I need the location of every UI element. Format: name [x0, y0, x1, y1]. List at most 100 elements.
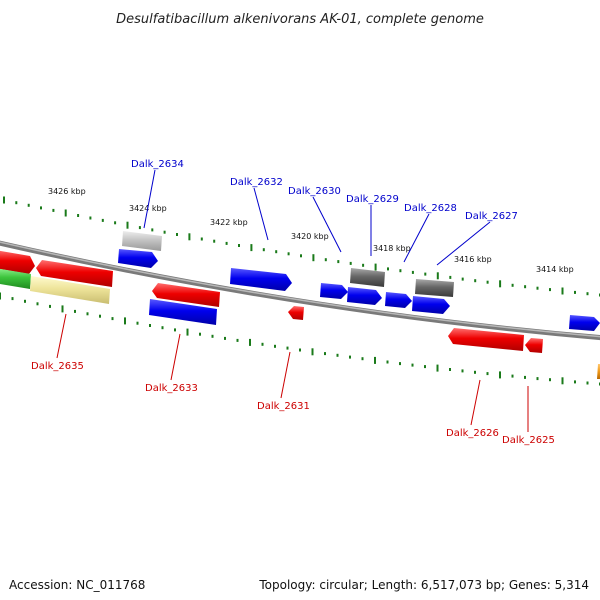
label-dalk-2626[interactable]: Dalk_2626 — [446, 428, 499, 439]
label-dalk-2634[interactable]: Dalk_2634 — [131, 159, 184, 170]
reverse-scale-tick — [111, 317, 114, 321]
forward-scale-tick — [52, 208, 55, 212]
gene-dalk-2629[interactable] — [350, 268, 385, 287]
reverse-scale-tick — [61, 305, 64, 313]
label-dalk-2633[interactable]: Dalk_2633 — [145, 383, 198, 394]
forward-scale-tick — [349, 261, 352, 265]
leader-dalk-2628 — [403, 213, 430, 263]
reverse-scale-tick — [436, 364, 439, 372]
gene-dalk-2635[interactable] — [36, 260, 113, 287]
reverse-scale-tick — [124, 317, 126, 325]
forward-scale-tick — [374, 263, 377, 271]
label-dalk-2630[interactable]: Dalk_2630 — [288, 186, 341, 197]
reverse-gene-labels: Dalk_2635 Dalk_2633 Dalk_2631 Dalk_2626 … — [31, 361, 555, 446]
gene-dalk-2625[interactable] — [525, 338, 543, 353]
gene-dalk-2633[interactable] — [152, 283, 220, 307]
forward-scale-tick — [586, 292, 589, 296]
reverse-scale-tick — [474, 370, 476, 374]
forward-scale-tick — [163, 230, 166, 234]
reverse-scale-tick — [386, 360, 389, 364]
forward-scale-tick — [15, 201, 18, 205]
forward-scale-tick — [499, 280, 502, 288]
reverse-scale-tick — [336, 353, 339, 357]
gene-dalk-2630[interactable] — [320, 283, 348, 299]
forward-scale-tick — [300, 254, 302, 258]
reverse-scale-tick — [399, 362, 401, 366]
label-dalk-2628[interactable]: Dalk_2628 — [404, 203, 457, 214]
gene-dalk-2627[interactable] — [415, 279, 454, 297]
gene-orange[interactable] — [597, 364, 600, 379]
reverse-genes — [0, 250, 600, 379]
gene-dalk-2626[interactable] — [448, 328, 524, 351]
gene-edge-reverse[interactable] — [0, 250, 35, 274]
forward-scale-tick — [77, 214, 80, 217]
label-dalk-2635[interactable]: Dalk_2635 — [31, 361, 84, 372]
gene-edge-forward[interactable] — [569, 315, 600, 331]
leader-dalk-2635 — [56, 313, 67, 359]
reverse-scale-tick — [424, 365, 426, 369]
leader-dalk-2634 — [143, 169, 156, 229]
forward-scale-tick — [549, 288, 551, 292]
leader-dalk-2633 — [170, 333, 181, 381]
label-dalk-2631[interactable]: Dalk_2631 — [257, 401, 310, 412]
label-dalk-2629[interactable]: Dalk_2629 — [346, 194, 399, 205]
forward-scale-tick — [511, 283, 514, 287]
label-dalk-2632[interactable]: Dalk_2632 — [230, 177, 283, 188]
gene-dalk-2633-blue[interactable] — [149, 299, 217, 325]
forward-gene-labels: Dalk_2634 Dalk_2632 Dalk_2630 Dalk_2629 … — [131, 159, 518, 222]
leader-dalk-2631 — [280, 351, 291, 399]
reverse-scale-tick — [586, 381, 589, 385]
leader-dalk-2630 — [312, 196, 342, 253]
reverse-scale-tick — [211, 334, 214, 338]
forward-scale-tick — [436, 272, 439, 280]
scale-label-3426: 3426 kbp — [48, 187, 86, 196]
gene-dalk-2629-arrow[interactable] — [347, 287, 382, 305]
reverse-scale-tick — [549, 378, 551, 382]
reverse-scale-tick — [524, 375, 526, 379]
forward-scale-tick — [275, 250, 278, 254]
reverse-scale-tick — [274, 344, 276, 348]
reverse-scale-tick — [186, 328, 189, 336]
forward-scale-tick — [138, 226, 141, 230]
scale-label-3416: 3416 kbp — [454, 255, 492, 264]
gene-green[interactable] — [0, 268, 31, 289]
reverse-scale-tick — [49, 304, 51, 308]
topology-text: Topology: circular; Length: 6,517,073 bp… — [259, 578, 589, 592]
forward-scale-tick — [238, 244, 240, 247]
reverse-scale-tick — [261, 342, 264, 346]
forward-scale-tick — [486, 280, 489, 284]
gene-dalk-2632[interactable] — [230, 268, 292, 291]
reverse-scale-tick — [311, 348, 314, 356]
gene-yellow[interactable] — [30, 276, 110, 304]
reverse-scale-tick — [161, 326, 164, 330]
forward-scale-tick — [337, 260, 340, 264]
forward-scale-tick — [101, 218, 104, 222]
label-dalk-2625[interactable]: Dalk_2625 — [502, 435, 555, 446]
forward-genes — [118, 231, 600, 331]
forward-scale-tick — [536, 286, 539, 290]
gene-dalk-2627-arrow[interactable] — [412, 296, 450, 314]
gene-dalk-2634-arrow[interactable] — [118, 249, 158, 268]
label-dalk-2627[interactable]: Dalk_2627 — [465, 211, 518, 222]
reverse-scale-tick — [536, 377, 539, 381]
reverse-scale-tick — [411, 363, 414, 367]
reverse-scale-tick — [461, 369, 464, 373]
forward-scale-tick — [262, 248, 265, 252]
forward-scale-tick — [424, 272, 427, 276]
gene-dalk-2628[interactable] — [385, 292, 412, 308]
gene-dalk-2634[interactable] — [122, 231, 162, 251]
forward-scale-tick — [213, 239, 216, 243]
forward-scale-tick — [151, 228, 154, 232]
forward-scale-tick — [449, 275, 452, 279]
forward-scale-tick — [40, 206, 42, 210]
scale-label-3414: 3414 kbp — [536, 265, 574, 274]
gene-dalk-2631[interactable] — [288, 306, 304, 320]
reverse-scale-tick — [324, 352, 326, 356]
scale-ticks-reverse — [0, 292, 600, 386]
reverse-scale-tick — [99, 314, 101, 318]
reverse-scale-tick — [24, 299, 26, 303]
forward-scale-tick — [64, 209, 67, 217]
leader-dalk-2627 — [436, 221, 491, 266]
reverse-scale-tick — [449, 368, 451, 371]
reverse-scale-tick — [349, 355, 351, 359]
